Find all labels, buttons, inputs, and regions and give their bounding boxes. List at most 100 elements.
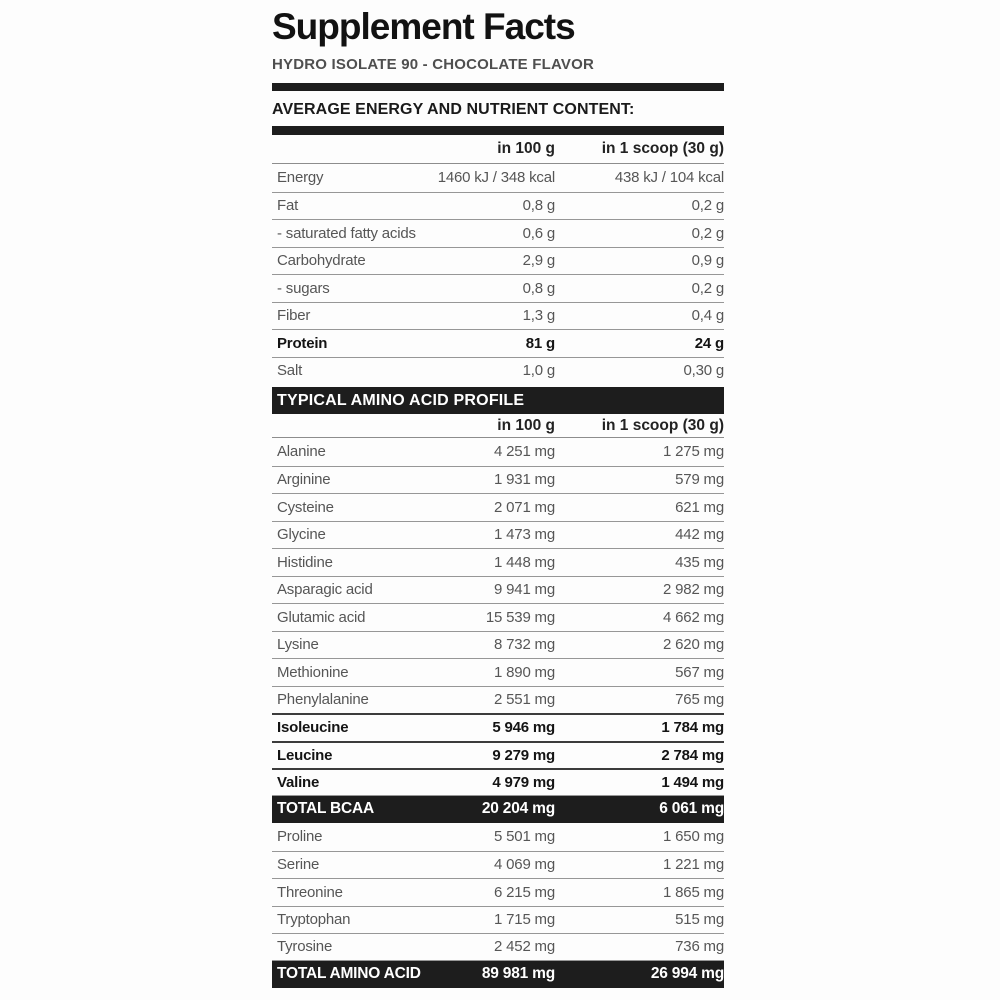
table-row: Cysteine 2 071 mg 621 mg <box>272 493 724 521</box>
row-value-per-100g: 1 473 mg <box>494 526 555 544</box>
table-row: Histidine 1 448 mg 435 mg <box>272 548 724 576</box>
row-value-per-100g: 1 448 mg <box>494 553 555 571</box>
row-value-per-100g: 1 890 mg <box>494 663 555 681</box>
row-name: Threonine <box>277 883 343 901</box>
amino-acid-table: in 100 g in 1 scoop (30 g) Alanine 4 251 … <box>272 414 724 988</box>
row-value-per-100g: 9 279 mg <box>492 746 555 764</box>
amino-section-title: TYPICAL AMINO ACID PROFILE <box>272 387 724 414</box>
row-value-per-100g: 0,8 g <box>522 197 556 215</box>
row-name: - sugars <box>277 279 330 297</box>
row-name: Methionine <box>277 663 349 681</box>
row-name: Phenylalanine <box>277 691 369 709</box>
table-row: Glutamic acid 15 539 mg 4 662 mg <box>272 603 724 631</box>
table-row: Alanine 4 251 mg 1 275 mg <box>272 438 724 466</box>
row-name: Cysteine <box>277 498 334 516</box>
divider-bar-nutrition <box>272 126 724 135</box>
header-per-scoop: in 1 scoop (30 g) <box>601 416 724 434</box>
row-name: Energy <box>277 169 324 187</box>
table-row: - sugars 0,8 g 0,2 g <box>272 274 724 302</box>
row-value-per-scoop: 0,30 g <box>683 362 724 380</box>
row-value-per-scoop: 0,2 g <box>691 224 725 242</box>
table-row: Fiber 1,3 g 0,4 g <box>272 301 724 330</box>
row-value-per-100g: 20 204 mg <box>481 800 555 818</box>
row-value-per-100g: 0,8 g <box>522 279 556 297</box>
row-value-per-100g: 4 069 mg <box>494 856 555 874</box>
row-value-per-scoop: 442 mg <box>675 526 724 544</box>
row-name: Proline <box>277 828 323 846</box>
row-name: Tyrosine <box>277 938 333 956</box>
table-row: Energy 1460 kJ / 348 kcal 438 kJ / 104 kca… <box>272 164 724 192</box>
row-value-per-100g: 4 251 mg <box>494 443 555 461</box>
row-value-per-scoop: 24 g <box>694 334 724 352</box>
row-value-per-scoop: 736 mg <box>675 938 724 956</box>
row-value-per-scoop: 765 mg <box>675 691 724 709</box>
supplement-facts-label: Supplement Facts HYDRO ISOLATE 90 - CHOC… <box>272 6 724 988</box>
row-value-per-100g: 1,0 g <box>522 362 556 380</box>
table-row: Phenylalanine 2 551 mg 765 mg <box>272 685 724 714</box>
row-value-per-scoop: 438 kJ / 104 kcal <box>614 169 724 187</box>
total-row: TOTAL AMINO ACID 89 981 mg 26 994 mg <box>272 960 724 988</box>
table-row: Glycine 1 473 mg 442 mg <box>272 520 724 549</box>
row-value-per-100g: 2,9 g <box>522 252 556 270</box>
row-value-per-100g: 4 979 mg <box>492 773 555 791</box>
row-value-per-100g: 5 946 mg <box>492 719 555 737</box>
row-value-per-100g: 81 g <box>525 334 555 352</box>
row-name: Carbohydrate <box>277 252 366 270</box>
row-value-per-100g: 1 931 mg <box>494 471 555 489</box>
row-name: Arginine <box>277 471 331 489</box>
row-value-per-scoop: 4 662 mg <box>663 608 724 626</box>
row-value-per-100g: 1 715 mg <box>494 911 555 929</box>
table-row: Salt 1,0 g 0,30 g <box>272 356 724 385</box>
row-value-per-100g: 9 941 mg <box>494 581 555 599</box>
table-row: Proline 5 501 mg 1 650 mg <box>272 823 724 851</box>
row-name: Fat <box>277 197 299 215</box>
row-value-per-100g: 1460 kJ / 348 kcal <box>437 169 556 187</box>
row-value-per-100g: 8 732 mg <box>494 636 555 654</box>
product-name: HYDRO ISOLATE 90 - CHOCOLATE FLAVOR <box>272 56 595 73</box>
row-value-per-100g: 0,6 g <box>522 224 556 242</box>
row-value-per-100g: 89 981 mg <box>481 965 555 983</box>
row-value-per-scoop: 1 494 mg <box>661 773 724 791</box>
row-name: Glutamic acid <box>277 608 366 626</box>
row-name: Fiber <box>277 307 311 325</box>
row-value-per-scoop: 0,9 g <box>691 252 725 270</box>
table-row: Valine 4 979 mg 1 494 mg <box>272 768 724 796</box>
row-value-per-scoop: 2 620 mg <box>663 636 724 654</box>
table-row: Tyrosine 2 452 mg 736 mg <box>272 933 724 961</box>
row-value-per-scoop: 26 994 mg <box>650 965 724 983</box>
amino-table-header: in 100 g in 1 scoop (30 g) <box>272 414 724 438</box>
nutrition-table: in 100 g in 1 scoop (30 g) Energy 1460 kJ… <box>272 135 724 384</box>
row-name: Histidine <box>277 553 333 571</box>
row-name: Salt <box>277 362 303 380</box>
table-row: Threonine 6 215 mg 1 865 mg <box>272 878 724 906</box>
table-row: - saturated fatty acids 0,6 g 0,2 g <box>272 219 724 247</box>
table-row: Asparagic acid 9 941 mg 2 982 mg <box>272 575 724 604</box>
table-row: Methionine 1 890 mg 567 mg <box>272 658 724 686</box>
table-row: Leucine 9 279 mg 2 784 mg <box>272 740 724 769</box>
row-value-per-scoop: 1 865 mg <box>663 883 724 901</box>
row-value-per-scoop: 515 mg <box>675 911 724 929</box>
row-value-per-scoop: 621 mg <box>675 498 724 516</box>
row-value-per-100g: 2 452 mg <box>494 938 555 956</box>
row-value-per-scoop: 435 mg <box>675 553 724 571</box>
row-value-per-scoop: 6 061 mg <box>659 800 724 818</box>
table-row: Tryptophan 1 715 mg 515 mg <box>272 905 724 934</box>
table-row: Protein 81 g 24 g <box>272 329 724 357</box>
row-value-per-100g: 1,3 g <box>522 307 556 325</box>
row-value-per-100g: 6 215 mg <box>494 883 555 901</box>
row-name: Asparagic acid <box>277 581 373 599</box>
table-row: Isoleucine 5 946 mg 1 784 mg <box>272 713 724 741</box>
table-row: Fat 0,8 g 0,2 g <box>272 191 725 220</box>
row-name: Lysine <box>277 636 319 654</box>
row-value-per-100g: 15 539 mg <box>485 608 555 626</box>
row-name: Glycine <box>277 526 326 544</box>
row-value-per-scoop: 1 784 mg <box>661 719 724 737</box>
row-value-per-scoop: 1 650 mg <box>663 828 724 846</box>
table-row: Carbohydrate 2,9 g 0,9 g <box>272 246 725 275</box>
page-title: Supplement Facts <box>272 6 576 47</box>
header-per-scoop: in 1 scoop (30 g) <box>601 140 724 157</box>
row-name: Valine <box>277 773 320 791</box>
row-value-per-scoop: 0,2 g <box>691 197 725 215</box>
row-name: Isoleucine <box>277 719 349 737</box>
nutrition-section-title: AVERAGE ENERGY AND NUTRIENT CONTENT: <box>272 101 635 118</box>
